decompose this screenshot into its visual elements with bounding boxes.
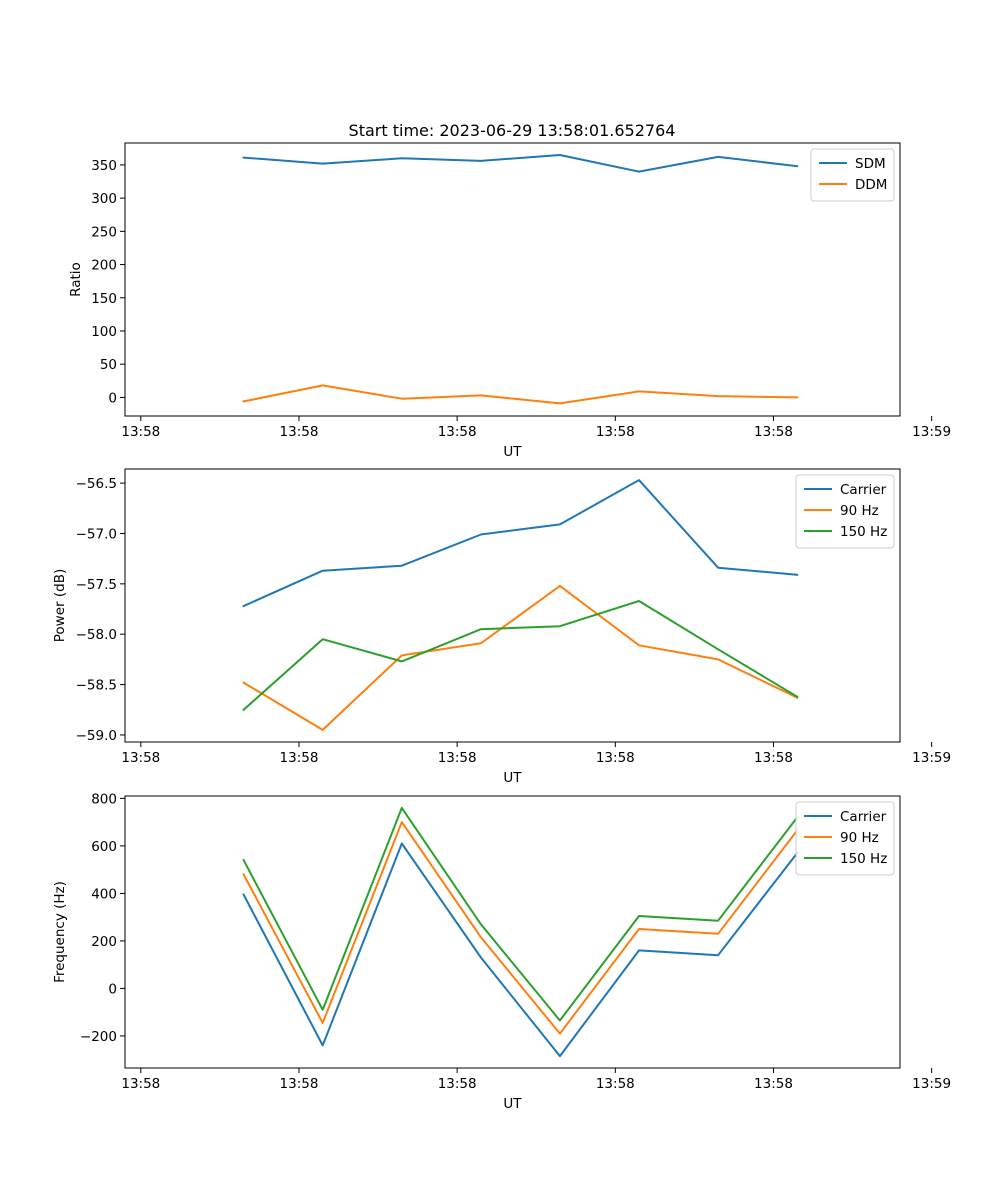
legend: Carrier 90 Hz 150 Hz xyxy=(795,474,895,549)
legend-label: 90 Hz xyxy=(840,503,879,519)
legend-label: Carrier xyxy=(840,809,887,825)
y-tick-label: −58.5 xyxy=(76,678,117,694)
legend: SDM DDM xyxy=(810,148,895,202)
y-tick-label: 0 xyxy=(108,981,117,997)
y-axis-label: Power (dB) xyxy=(52,569,68,642)
y-tick-label: 400 xyxy=(91,886,117,902)
x-tick-label: 13:59 xyxy=(912,424,951,440)
frequency-panel: 13:58 13:58 13:58 13:58 13:58 13:59 −200 0 200 40… xyxy=(52,791,951,1112)
series-line-carrier xyxy=(242,842,799,1058)
y-tick-label: 200 xyxy=(91,258,117,274)
series-line-carrier xyxy=(242,479,799,608)
x-tick-label: 13:58 xyxy=(754,750,793,766)
x-tick-label: 13:58 xyxy=(121,1076,160,1092)
y-tick-label: 150 xyxy=(91,291,117,307)
x-tick-label: 13:58 xyxy=(438,1076,477,1092)
legend-label: 90 Hz xyxy=(840,830,879,846)
x-tick-label: 13:58 xyxy=(754,424,793,440)
y-tick-label: −57.5 xyxy=(76,577,117,593)
power-panel: 13:58 13:58 13:58 13:58 13:58 13:59 −59.0 −58.5… xyxy=(52,468,951,786)
x-tick-label: 13:59 xyxy=(912,1076,951,1092)
x-tick-label: 13:58 xyxy=(121,424,160,440)
x-tick-label: 13:58 xyxy=(438,750,477,766)
y-tick-label: 600 xyxy=(91,839,117,855)
series-line-90-hz xyxy=(242,821,799,1035)
legend-label: Carrier xyxy=(840,482,887,498)
y-tick-label: 50 xyxy=(100,357,117,373)
x-tick-label: 13:58 xyxy=(596,424,635,440)
ratio-panel: 13:58 13:58 13:58 13:58 13:58 13:59 0 50 100 150 2… xyxy=(68,142,951,460)
legend-label: 150 Hz xyxy=(840,851,887,867)
legend: Carrier 90 Hz 150 Hz xyxy=(795,801,895,876)
y-tick-label: 100 xyxy=(91,324,117,340)
y-tick-label: 0 xyxy=(108,390,117,406)
x-axis-label: UT xyxy=(503,444,522,460)
x-tick-label: 13:59 xyxy=(912,750,951,766)
axes-frame xyxy=(124,795,901,1069)
x-tick-label: 13:58 xyxy=(280,750,319,766)
series-line-sdm xyxy=(242,154,799,173)
y-tick-label: 200 xyxy=(91,934,117,950)
y-tick-label: 800 xyxy=(91,791,117,807)
y-axis-label: Frequency (Hz) xyxy=(52,881,68,983)
series-line-ddm xyxy=(242,384,799,405)
x-axis-label: UT xyxy=(503,1096,522,1112)
x-tick-label: 13:58 xyxy=(596,1076,635,1092)
y-tick-label: −200 xyxy=(80,1029,117,1045)
x-tick-label: 13:58 xyxy=(438,424,477,440)
y-tick-label: −58.0 xyxy=(76,627,117,643)
x-tick-label: 13:58 xyxy=(596,750,635,766)
legend-label: DDM xyxy=(855,177,887,193)
series-line-150-hz xyxy=(242,600,799,712)
axes-frame xyxy=(124,468,901,743)
y-tick-label: −59.0 xyxy=(76,728,117,744)
y-tick-label: 250 xyxy=(91,224,117,240)
y-axis-label: Ratio xyxy=(68,262,84,297)
x-tick-label: 13:58 xyxy=(754,1076,793,1092)
x-axis-label: UT xyxy=(503,770,522,786)
legend-box xyxy=(795,474,895,549)
y-tick-label: 350 xyxy=(91,158,117,174)
y-tick-label: 300 xyxy=(91,191,117,207)
legend-label: 150 Hz xyxy=(840,524,887,540)
axes-frame xyxy=(124,142,901,417)
y-tick-label: −56.5 xyxy=(76,476,117,492)
x-tick-label: 13:58 xyxy=(280,424,319,440)
series-line-150-hz xyxy=(242,806,799,1022)
legend-label: SDM xyxy=(855,156,886,172)
y-tick-label: −57.0 xyxy=(76,526,117,542)
chart-title: Start time: 2023-06-29 13:58:01.652764 xyxy=(349,121,676,140)
x-tick-label: 13:58 xyxy=(280,1076,319,1092)
series-line-90-hz xyxy=(242,584,799,731)
legend-box xyxy=(795,801,895,876)
x-tick-label: 13:58 xyxy=(121,750,160,766)
